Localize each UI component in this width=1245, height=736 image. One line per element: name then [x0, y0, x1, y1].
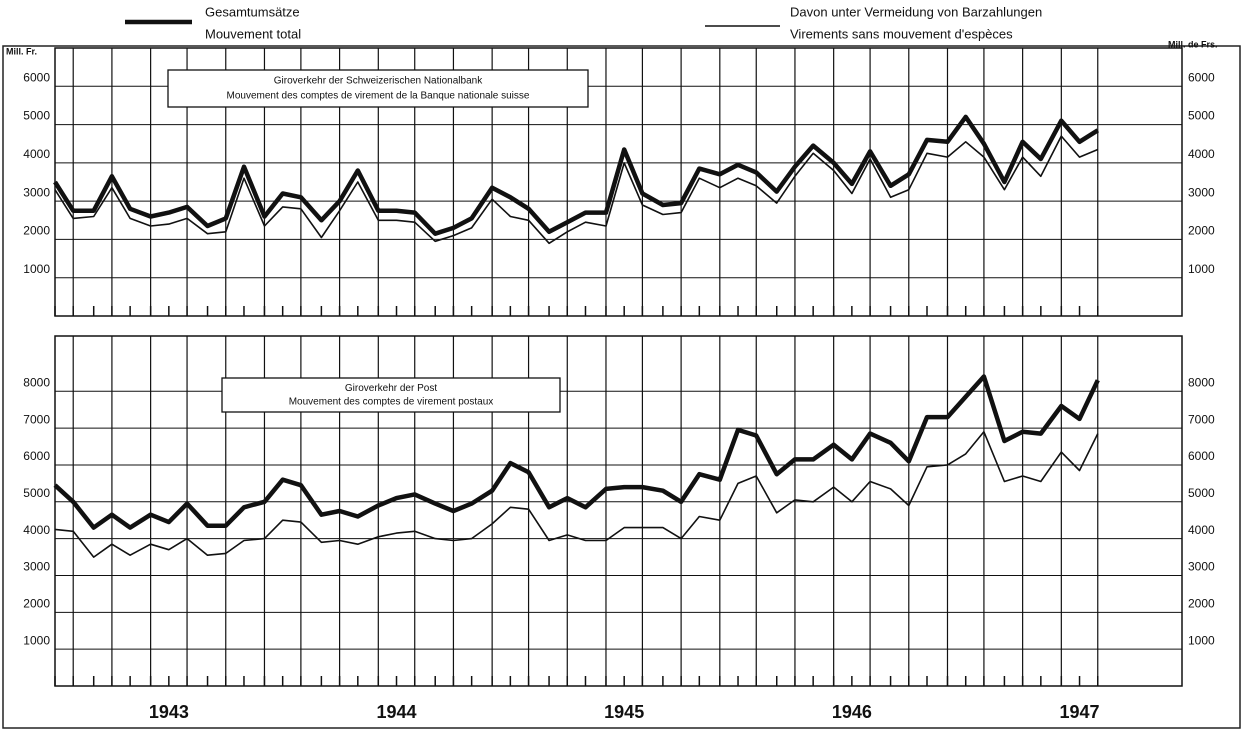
- y-tick-label: 5000: [23, 486, 50, 500]
- chart-title: Giroverkehr der Schweizerischen National…: [274, 76, 483, 87]
- y-tick-label: 7000: [23, 412, 50, 426]
- y-tick-label: 4000: [23, 523, 50, 537]
- legend-label: Virements sans mouvement d'espèces: [790, 26, 1013, 41]
- y-tick-label: 1000: [23, 262, 50, 276]
- y-tick-label-right: 7000: [1188, 412, 1215, 426]
- x-tick-label: 1947: [1060, 702, 1100, 722]
- series-line: [54, 135, 1099, 245]
- series-line: [53, 374, 1100, 530]
- y-tick-label-right: 6000: [1188, 70, 1215, 84]
- y-tick-label: 5000: [23, 109, 50, 123]
- y-axis-unit: Mill. Fr.: [6, 46, 37, 56]
- y-tick-label-right: 3000: [1188, 560, 1215, 574]
- chart-subtitle: Mouvement des comptes de virement postau…: [289, 396, 494, 407]
- y-tick-label-right: 2000: [1188, 224, 1215, 238]
- y-tick-label-right: 6000: [1188, 449, 1215, 463]
- x-tick-label: 1945: [604, 702, 644, 722]
- y-tick-label: 3000: [23, 560, 50, 574]
- plot-frame: [54, 335, 1183, 687]
- y-tick-label: 3000: [23, 185, 50, 199]
- y-tick-label-right: 1000: [1188, 262, 1215, 276]
- y-tick-label: 4000: [23, 147, 50, 161]
- y-tick-label-right: 3000: [1188, 185, 1215, 199]
- y-tick-label: 6000: [23, 70, 50, 84]
- y-tick-label-right: 4000: [1188, 523, 1215, 537]
- y-tick-label: 2000: [23, 224, 50, 238]
- chart-title: Giroverkehr der Post: [345, 383, 437, 394]
- series-line: [54, 431, 1099, 558]
- y-tick-label-right: 5000: [1188, 109, 1215, 123]
- y-tick-label-right: 4000: [1188, 147, 1215, 161]
- y-tick-label: 1000: [23, 633, 50, 647]
- chart-subtitle: Mouvement des comptes de virement de la …: [227, 91, 530, 102]
- title-box: [221, 377, 561, 413]
- y-tick-label-right: 1000: [1188, 633, 1215, 647]
- series-line: [53, 114, 1099, 236]
- x-tick-label: 1943: [149, 702, 189, 722]
- y-axis-unit-right: Mill. de Frs.: [1168, 39, 1218, 49]
- x-tick-label: 1944: [376, 702, 416, 722]
- legend-label: Mouvement total: [205, 26, 301, 41]
- x-tick-label: 1946: [832, 702, 872, 722]
- y-tick-label: 6000: [23, 449, 50, 463]
- y-tick-label-right: 5000: [1188, 486, 1215, 500]
- legend-label: Gesamtumsätze: [205, 4, 300, 19]
- outer-frame: [2, 45, 1241, 729]
- y-tick-label: 2000: [23, 596, 50, 610]
- y-tick-label-right: 8000: [1188, 375, 1215, 389]
- legend-label: Davon unter Vermeidung von Barzahlungen: [790, 4, 1042, 19]
- y-tick-label: 8000: [23, 375, 50, 389]
- title-box: [167, 69, 589, 108]
- y-tick-label-right: 2000: [1188, 596, 1215, 610]
